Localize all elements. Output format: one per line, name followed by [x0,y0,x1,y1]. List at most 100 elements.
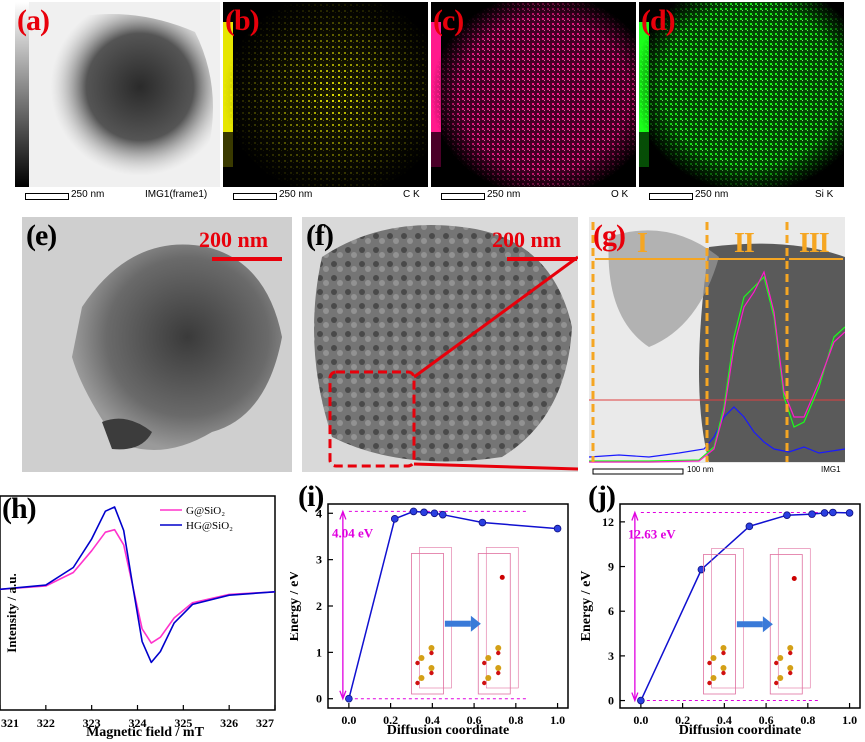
transition-arrow [444,620,471,627]
energy-point [845,509,854,517]
tem-particle-a [15,2,220,187]
scalebar-strip: 250 nm O K [431,187,636,207]
element-label: C K [403,189,420,200]
x-tick-label: 327 [256,716,274,730]
eds-map-si [639,2,844,187]
scale-bar [25,193,69,200]
x-tick-label: 1.0 [550,713,565,727]
energy-point [438,510,447,519]
energy-point [829,508,837,517]
scalebar-strip: 250 nm Si K [639,187,844,207]
energy-point [390,515,399,523]
barrier-arrowhead [631,692,639,703]
o-atom [707,680,712,686]
energy-point [783,511,791,519]
scale-label: 100 nm [687,465,714,474]
panel-i-energy-chart: 0.0 0.2 0.4 0.6 0.8 1.0 0 1 2 3 4 4.04 eV Diffusion … [290,482,575,742]
panel-label-h: (h) [2,492,37,525]
y-tick-label: 6 [608,604,614,618]
x-tick-label: 323 [83,716,101,730]
panel-j-energy-chart: 0.0 0.2 0.4 0.6 0.8 1.0 0 3 6 9 12 12.63 eV Diffusio… [578,482,865,742]
element-label: Si K [815,189,834,200]
scale-bar [441,193,485,200]
diffusing-atom [791,575,797,581]
image-caption: IMG1 [821,465,841,474]
y-tick-label: 2 [316,599,322,613]
si-atom [787,665,794,671]
element-label: O K [611,189,629,200]
si-atom [418,675,425,681]
tem-aggregate-f [314,225,578,471]
plot-frame [619,503,861,709]
barrier-arrowhead [631,510,639,521]
energy-plot-j: 0.0 0.2 0.4 0.6 0.8 1.0 0 3 6 9 12 12.63 eV Diffusio… [579,503,861,738]
barrier-label: 4.04 eV [332,525,374,540]
o-atom [788,650,793,656]
y-tick-label: 9 [608,560,614,574]
scale-bar [649,193,693,200]
region-label-i: I [637,228,648,259]
o-atom [774,660,779,666]
panel-label-j: (j) [588,482,616,513]
zoom-line [413,255,578,379]
si-atom [710,655,717,661]
si-atom [787,645,794,651]
si-atom [777,675,784,681]
energy-point [420,508,428,517]
scalebar-strip: 250 nm C K [223,187,428,207]
x-tick-label: 0.2 [383,713,398,727]
x-tick-label: 0.0 [633,713,648,727]
scale-label: 200 nm [199,227,269,252]
panel-c-oxygen-map: 250 nm O K (c) [431,2,636,207]
o-atom [774,680,779,686]
scale-label: 250 nm [487,189,521,200]
si-atom [485,655,492,661]
si-atom [710,675,717,681]
x-tick-label: 0.8 [508,713,523,727]
panel-g-line-scan: (g) I II III 100 nm IMG1 [589,217,845,482]
structure-cell-final [477,553,511,695]
y-tick-label: 1 [316,645,322,659]
si-atom [418,655,425,661]
o-atom [482,680,487,686]
o-atom [721,670,726,676]
o-atom [721,650,726,656]
panel-label-d: (d) [641,4,676,37]
energy-point [345,694,353,703]
x-tick-label: 0.4 [425,713,440,727]
panel-label-e: (e) [26,219,57,252]
scale-label: 250 nm [695,189,729,200]
legend-label: G@SiO₂ [186,505,225,517]
structure-cell-final [777,548,811,689]
region-label-iii: III [799,228,830,259]
energy-point [637,696,645,705]
o-atom [429,650,434,656]
o-atom [788,670,793,676]
panel-h-epr-chart: 321 322 323 324 325 326 327 G@SiO₂ HG@SiO₂ Magnet… [0,488,290,742]
panel-label-f: (f) [306,219,334,252]
x-axis-label: Diffusion coordinate [387,723,510,738]
panel-label-b: (b) [225,4,260,37]
panel-label-a: (a) [17,4,50,37]
si-atom [777,655,784,661]
x-tick-label: 0.4 [717,713,732,727]
o-atom [707,660,712,666]
si-atom [485,675,492,681]
transition-arrow [736,621,763,628]
x-tick-label: 1.0 [842,713,857,727]
panel-label-g: (g) [593,219,626,252]
scale-bar [233,193,277,200]
energy-point [808,510,816,518]
scalebar-strip: 250 nm IMG1(frame1) [15,187,220,207]
eds-map-c [223,2,428,187]
x-axis-label: Diffusion coordinate [679,723,802,738]
x-tick-label: 321 [1,716,19,730]
o-atom [429,670,434,676]
x-tick-label: 0.0 [341,713,356,727]
x-tick-label: 326 [220,716,238,730]
panel-d-silicon-map: 250 nm Si K (d) [639,2,844,207]
plot-frame [0,495,276,711]
zoom-line [413,462,578,471]
scale-label: 250 nm [279,189,313,200]
epr-series-line [0,506,276,664]
